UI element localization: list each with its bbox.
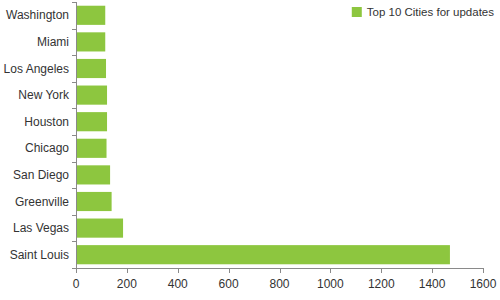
- x-tick-label: 800: [269, 277, 289, 291]
- category-label: New York: [18, 88, 70, 102]
- category-tick: [72, 55, 76, 56]
- legend-label: Top 10 Cities for updates: [367, 6, 494, 18]
- x-tick-label: 1000: [317, 277, 344, 291]
- category-label: Houston: [24, 115, 69, 129]
- x-tick-label: 400: [168, 277, 188, 291]
- category-label: Chicago: [25, 141, 69, 155]
- category-tick: [72, 162, 76, 163]
- chart-svg: Saint Louis Las Vegas Greenville San Diego C…: [0, 0, 500, 300]
- category-label: San Diego: [13, 168, 69, 182]
- x-tick-label: 1400: [419, 277, 446, 291]
- category-label: Washington: [6, 8, 69, 22]
- bar: [76, 112, 107, 131]
- bar: [76, 6, 105, 25]
- category-tick: [72, 135, 76, 136]
- category-tick: [72, 188, 76, 189]
- x-tick-label: 1200: [368, 277, 395, 291]
- bar: [76, 165, 110, 184]
- category-tick: [72, 82, 76, 83]
- x-tick: [229, 268, 230, 273]
- y-axis-line: [76, 2, 77, 268]
- legend: Top 10 Cities for updates: [352, 6, 494, 18]
- x-tick: [76, 268, 77, 273]
- bar: [76, 219, 123, 238]
- category-tick: [72, 241, 76, 242]
- category-label: Los Angeles: [4, 62, 69, 76]
- x-tick: [483, 268, 484, 273]
- x-tick: [178, 268, 179, 273]
- category-label: Saint Louis: [10, 248, 69, 262]
- bar: [76, 245, 450, 264]
- x-axis-line: [76, 268, 483, 269]
- category-tick: [72, 29, 76, 30]
- category-label: Greenville: [15, 195, 69, 209]
- chart-container: Saint Louis Las Vegas Greenville San Diego C…: [0, 0, 500, 300]
- category-tick: [72, 2, 76, 3]
- bar: [76, 192, 112, 211]
- bars: [76, 6, 450, 265]
- bar: [76, 32, 105, 51]
- x-tick-label: 1600: [470, 277, 497, 291]
- category-tick: [72, 108, 76, 109]
- x-tick-label: 600: [219, 277, 239, 291]
- category-tick: [72, 215, 76, 216]
- x-tick: [280, 268, 281, 273]
- x-tick: [381, 268, 382, 273]
- bar: [76, 139, 107, 158]
- bar: [76, 59, 106, 78]
- category-tick: [72, 268, 76, 269]
- category-label: Miami: [37, 35, 69, 49]
- x-tick: [432, 268, 433, 273]
- x-tick-label: 200: [117, 277, 137, 291]
- x-tick-label: 0: [73, 277, 80, 291]
- legend-swatch: [352, 7, 362, 17]
- x-tick: [127, 268, 128, 273]
- x-tick: [330, 268, 331, 273]
- category-label: Las Vegas: [13, 221, 69, 235]
- bar: [76, 86, 107, 105]
